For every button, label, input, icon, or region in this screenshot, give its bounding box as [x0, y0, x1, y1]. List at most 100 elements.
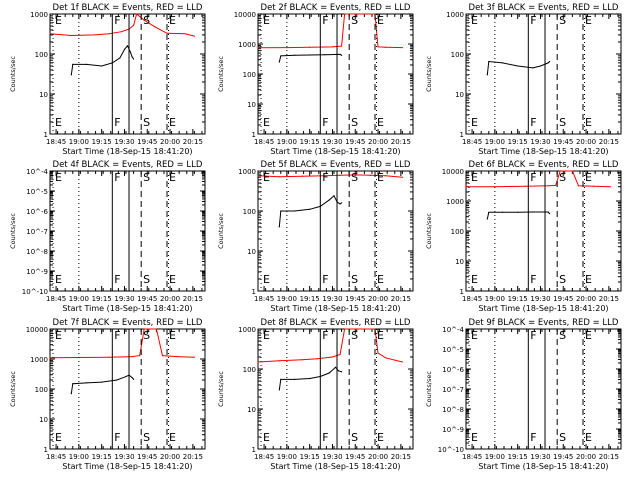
series-point: [70, 393, 72, 395]
x-tick-label: 20:15: [391, 295, 411, 303]
chart-title: Det 5f BLACK = Events, RED = LLD: [261, 160, 411, 170]
series-line-lld: [257, 13, 403, 49]
x-tick-label: 20:15: [599, 453, 619, 461]
marker-label: S: [351, 273, 358, 286]
series-point: [309, 46, 311, 48]
marker-label-top: F: [530, 14, 536, 27]
x-tick-label: 19:15: [92, 138, 112, 146]
series-point: [339, 174, 341, 176]
series-point: [486, 74, 488, 76]
series-point: [278, 176, 280, 178]
marker-label: F: [322, 431, 328, 444]
x-axis-label: Start Time (18-Sep-15 18:41:20): [270, 304, 400, 313]
x-tick-label: 19:00: [485, 295, 505, 303]
series-point: [309, 208, 311, 210]
x-tick-label: 20:15: [183, 138, 203, 146]
y-tick-label: 1: [460, 288, 464, 296]
x-tick-label: 20:15: [391, 453, 411, 461]
chart-title: Det 9f BLACK = Events, RED = LLD: [469, 318, 619, 328]
marker-label: E: [585, 431, 592, 444]
marker-label-top: E: [263, 14, 270, 27]
series-point: [85, 63, 88, 65]
series-point: [548, 60, 551, 63]
series-point: [331, 46, 334, 48]
x-tick-label: 19:15: [300, 453, 320, 461]
series-point: [385, 357, 387, 359]
marker-label-top: S: [351, 171, 358, 184]
x-tick-label: 19:45: [553, 453, 573, 461]
series-point: [577, 185, 580, 187]
series-point: [177, 356, 179, 358]
x-tick-label: 19:45: [137, 453, 157, 461]
series-point: [108, 356, 110, 358]
x-tick-label: 19:00: [277, 295, 297, 303]
series-point: [339, 353, 341, 356]
series-point: [129, 51, 132, 53]
x-axis-label: Start Time (18-Sep-15 18:41:20): [270, 462, 400, 471]
x-tick-label: 19:15: [508, 295, 528, 303]
x-tick-label: 19:45: [345, 138, 365, 146]
x-tick-label: 19:30: [322, 138, 342, 146]
x-tick-label: 20:00: [576, 138, 596, 146]
series-point: [257, 175, 259, 177]
series-point: [293, 378, 296, 380]
chart-panel: Det 6f BLACK = Events, RED = LLD 1 10 100 10…: [425, 160, 622, 313]
chart-panel: Det 1f BLACK = Events, RED = LLD 1 10 100 10…: [9, 3, 206, 156]
series-point: [49, 33, 51, 35]
y-tick-label: 1000: [30, 356, 48, 364]
series-point: [120, 31, 123, 33]
marker-label: F: [530, 116, 536, 129]
series-point: [401, 176, 403, 178]
series-point: [70, 74, 72, 76]
y-tick-label: 1000: [30, 11, 48, 19]
x-tick-label: 20:15: [599, 295, 619, 303]
marker-label: E: [471, 273, 478, 286]
y-tick-label: 100: [243, 208, 256, 216]
x-tick-label: 19:00: [485, 453, 505, 461]
series-point: [131, 356, 133, 358]
series-point: [555, 184, 557, 187]
y-tick-label: 10^-4: [442, 326, 464, 334]
series-point: [548, 213, 551, 215]
series-point: [131, 56, 133, 58]
series-point: [309, 54, 311, 56]
series-point: [280, 210, 282, 212]
series-point: [72, 63, 74, 65]
x-tick-label: 19:45: [137, 138, 157, 146]
series-point: [571, 170, 573, 172]
x-tick-label: 19:45: [345, 453, 365, 461]
marker-label: E: [263, 273, 270, 286]
x-tick-label: 19:00: [277, 453, 297, 461]
marker-label-top: E: [471, 329, 478, 342]
marker-label: F: [114, 273, 120, 286]
series-line-events: [278, 53, 342, 63]
x-tick-label: 19:45: [553, 138, 573, 146]
series-point: [132, 24, 135, 26]
plot-frame: [49, 13, 206, 135]
series-point: [494, 186, 496, 188]
x-tick-label: 19:15: [300, 295, 320, 303]
y-tick-label: 1: [252, 288, 256, 296]
marker-label-top: F: [114, 14, 120, 27]
chart-title: Det 2f BLACK = Events, RED = LLD: [261, 3, 411, 13]
series-point: [501, 62, 504, 64]
series-point: [143, 328, 145, 330]
series-point: [324, 175, 326, 177]
series-point: [293, 210, 296, 212]
x-tick-label: 19:00: [277, 138, 297, 146]
series-line-events: [486, 60, 550, 75]
y-tick-label: 10^-10: [22, 288, 48, 296]
x-tick-label: 20:00: [160, 453, 180, 461]
series-point: [132, 378, 135, 380]
marker-label-top: F: [114, 171, 120, 184]
y-axis-label: Counts/sec: [217, 56, 225, 92]
series-point: [385, 175, 387, 177]
y-tick-label: 10^-10: [438, 446, 464, 454]
marker-label-top: F: [530, 171, 536, 184]
chart-panel: Det 5f BLACK = Events, RED = LLD 1 10 100 10…: [217, 160, 414, 313]
y-tick-label: 10: [247, 101, 256, 109]
series-point: [70, 34, 72, 37]
x-tick-label: 19:45: [553, 295, 573, 303]
x-tick-label: 20:15: [183, 453, 203, 461]
marker-label-top: E: [585, 14, 592, 27]
